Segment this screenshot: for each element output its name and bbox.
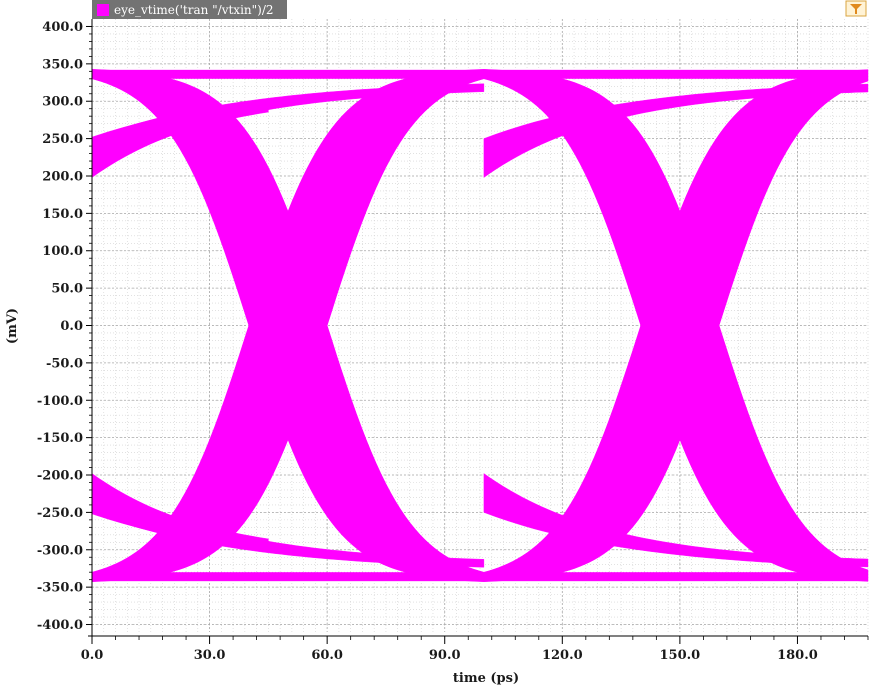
x-tick-label: 120.0	[542, 648, 583, 663]
y-tick-label: 350.0	[42, 57, 83, 72]
filter-icon-funnel	[850, 4, 862, 14]
y-tick-label: -350.0	[37, 581, 83, 596]
y-tick-label: 400.0	[42, 20, 83, 35]
x-tick-label: 0.0	[81, 648, 104, 663]
y-tick-label: -200.0	[37, 469, 83, 484]
y-tick-label: -150.0	[37, 431, 83, 446]
eye-low-settling-2	[483, 473, 869, 568]
y-tick-label: -300.0	[37, 543, 83, 558]
y-tick-label: -50.0	[46, 356, 83, 371]
y-tick-label: 150.0	[42, 207, 83, 222]
y-tick-label: -400.0	[37, 618, 83, 633]
y-tick-label: 300.0	[42, 95, 83, 110]
axes	[86, 19, 869, 644]
eye-initial-high-band	[91, 99, 269, 177]
y-tick-label: 200.0	[42, 169, 83, 184]
legend-swatch	[97, 4, 109, 16]
tick-labels: 400.0 350.0 300.0 250.0 200.0 150.0 100.0 50.0 0…	[37, 20, 818, 663]
eye-low-rail	[92, 572, 868, 582]
eye-high-rail	[92, 69, 868, 79]
filter-icon[interactable]	[845, 0, 867, 17]
eye-high-settling-2	[483, 83, 869, 178]
x-tick-label: 30.0	[194, 648, 226, 663]
x-tick-label: 180.0	[777, 648, 818, 663]
x-tick-label: 60.0	[311, 648, 343, 663]
legend[interactable]: eye_vtime('tran "/vtxin")/2	[92, 0, 287, 19]
x-tick-label: 90.0	[429, 648, 461, 663]
x-axis-title: time (ps)	[453, 671, 519, 685]
legend-label: eye_vtime('tran "/vtxin")/2	[114, 3, 274, 17]
y-tick-label: 0.0	[60, 319, 83, 334]
legend-background	[92, 0, 287, 19]
eye-traces	[91, 69, 869, 582]
y-tick-label: 100.0	[42, 244, 83, 259]
y-tick-label: -100.0	[37, 394, 83, 409]
y-axis-title: (mV)	[5, 308, 20, 344]
y-tick-label: 250.0	[42, 132, 83, 147]
x-tick-label: 150.0	[660, 648, 701, 663]
y-tick-label: -250.0	[37, 506, 83, 521]
y-tick-label: 50.0	[51, 282, 83, 297]
eye-initial-low-band	[91, 474, 269, 552]
eye-rise-transition-2	[483, 69, 869, 582]
